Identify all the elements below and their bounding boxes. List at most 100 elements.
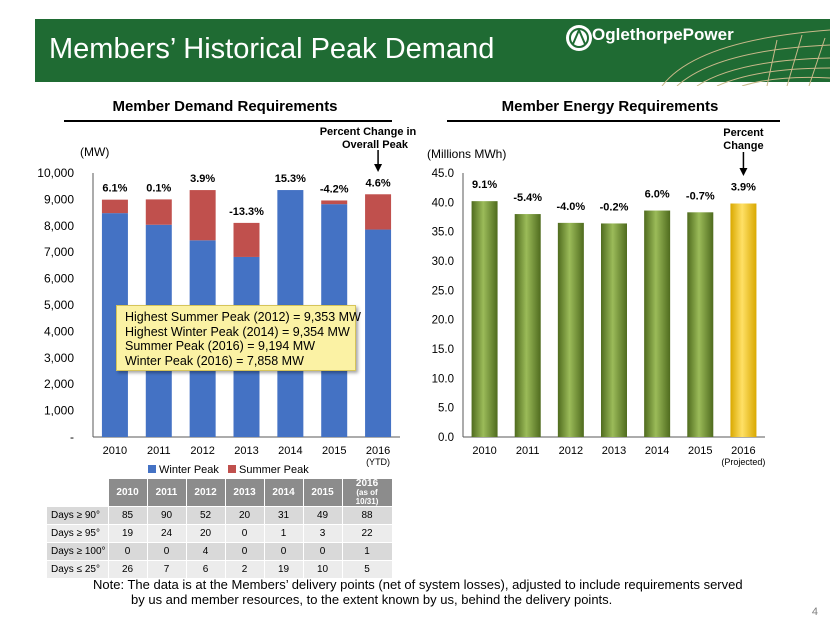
page-title: Members’ Historical Peak Demand — [49, 33, 495, 65]
y-tick-label: 15.0 — [432, 344, 454, 356]
y-tick-label: 3,000 — [44, 351, 74, 365]
y-axis-unit-label: (MW) — [80, 145, 109, 159]
energy-chart: (Millions MWh) 0.0 5.0 10.0 15.0 20.0 25.0 30.0… — [427, 127, 765, 467]
footnote-line: Note: The data is at the Members’ delive… — [93, 577, 743, 592]
x-tick-label: 2013 — [602, 445, 626, 457]
bar-segment — [365, 194, 392, 230]
y-tick-label: 0.0 — [438, 432, 454, 444]
y-tick-label: 7,000 — [44, 245, 74, 259]
callout-line: Highest Summer Peak (2012) = 9,353 MW — [125, 310, 361, 324]
table-cell: 22 — [341, 524, 393, 543]
table-header: 2016 — [355, 478, 379, 489]
callout-line: Winter Peak (2016) = 7,858 MW — [125, 353, 304, 368]
table-row-label: Days ≤ 25° — [46, 560, 109, 579]
bar-segment — [321, 200, 348, 205]
bar-segment — [101, 199, 128, 214]
bar — [557, 222, 584, 437]
table-cell: 0 — [107, 542, 148, 561]
y-tick-label: 5.0 — [438, 403, 454, 415]
x-tick-label: 2010 — [472, 445, 496, 457]
x-tick-label: 2012 — [559, 445, 583, 457]
x-tick-label: 2011 — [516, 445, 540, 457]
table-cell: 2 — [224, 560, 265, 579]
table-cell: 24 — [146, 524, 187, 543]
x-tick-label: 2014 — [645, 445, 669, 457]
right-section-title: Member Energy Requirements — [501, 98, 719, 115]
table-header: 2011 — [146, 478, 187, 507]
table-cell: 88 — [341, 506, 393, 525]
y-tick-label: 20.0 — [432, 315, 454, 327]
y-tick-label: 8,000 — [44, 219, 74, 233]
data-label: 3.9% — [731, 182, 756, 194]
table-cell: 6 — [185, 560, 226, 579]
y-tick-label: 25.0 — [432, 285, 454, 297]
footnote-line: by us and member resources, to the exten… — [131, 592, 613, 607]
data-label: -0.7% — [686, 190, 715, 202]
x-tick-label: 2015 — [688, 445, 712, 457]
annotation-arrowhead — [374, 164, 383, 172]
data-label: -5.4% — [513, 192, 542, 204]
x-tick-label: 2015 — [322, 445, 346, 457]
y-tick-label: 45.0 — [432, 168, 454, 180]
data-label: -4.2% — [320, 183, 349, 195]
table-cell: 19 — [107, 524, 148, 543]
annotation-text: Change — [723, 140, 763, 152]
bar — [644, 210, 671, 437]
table-cell: 4 — [185, 542, 226, 561]
table-cell: 0 — [224, 524, 265, 543]
table-header-row: 2010 2011 2012 2013 2014 2015 2016 (as o… — [46, 478, 393, 507]
annotation-text: Percent — [723, 127, 764, 139]
table-cell: 0 — [224, 542, 265, 561]
y-tick-label: - — [70, 430, 74, 444]
data-label: -4.0% — [556, 201, 585, 213]
x-tick-label: 2011 — [147, 445, 171, 457]
bar — [687, 212, 714, 437]
x-tick-label: 2013 — [234, 445, 258, 457]
bar-segment — [189, 190, 216, 241]
data-label: -0.2% — [600, 201, 629, 213]
y-tick-label: 2,000 — [44, 377, 74, 391]
table-cell: 10 — [302, 560, 343, 579]
table-cell: 3 — [302, 524, 343, 543]
data-label: 15.3% — [275, 173, 306, 185]
y-tick-label: 10,000 — [37, 166, 74, 180]
x-tick-label: 2012 — [190, 445, 214, 457]
y-tick-label: 10.0 — [432, 373, 454, 385]
legend-swatch — [148, 465, 156, 473]
table-cell: 5 — [341, 560, 393, 579]
table-cell: 19 — [263, 560, 304, 579]
table-header: 2014 — [263, 478, 304, 507]
callout-line: Summer Peak (2016) = 9,194 MW — [125, 339, 316, 353]
legend-label: Summer Peak — [239, 464, 309, 476]
y-tick-label: 1,000 — [44, 404, 74, 418]
table-row: Days ≥ 95° 19 24 20 0 1 3 22 — [46, 524, 393, 543]
y-tick-label: 6,000 — [44, 272, 74, 286]
table-row: Days ≥ 90° 85 90 52 20 31 49 88 — [46, 506, 393, 525]
bar — [601, 223, 627, 437]
table-cell: 26 — [107, 560, 148, 579]
table-header: 2010 — [107, 478, 148, 507]
table-row-label: Days ≥ 95° — [46, 524, 109, 543]
logo-graphic — [566, 25, 830, 87]
table-cell: 0 — [302, 542, 343, 561]
table-cell: 20 — [185, 524, 226, 543]
peak-callout: Highest Summer Peak (2012) = 9,353 MW Hi… — [116, 305, 361, 371]
x-tick-label: 2014 — [278, 445, 302, 457]
y-tick-label: 4,000 — [44, 324, 74, 338]
footnote: Note: The data is at the Members’ delive… — [93, 577, 783, 607]
y-axis-unit-label: (Millions MWh) — [427, 147, 506, 161]
table-cell: 49 — [302, 506, 343, 525]
bar-segment — [365, 229, 392, 437]
bar-segment — [233, 222, 260, 257]
table-row: Days ≤ 25° 26 7 6 2 19 10 5 — [46, 560, 393, 579]
bar — [730, 203, 757, 437]
table-row-label: Days ≥ 100° — [46, 542, 109, 561]
y-tick-label: 9,000 — [44, 192, 74, 206]
x-tick-sublabel: (YTD) — [366, 457, 390, 467]
legend-label: Winter Peak — [159, 464, 219, 476]
table-cell: 0 — [146, 542, 187, 561]
data-label: 6.0% — [645, 189, 670, 201]
days-table: 2010 2011 2012 2013 2014 2015 2016 (as o… — [46, 478, 393, 579]
data-label: 4.6% — [366, 177, 391, 189]
table-row-label: Days ≥ 90° — [46, 506, 109, 525]
